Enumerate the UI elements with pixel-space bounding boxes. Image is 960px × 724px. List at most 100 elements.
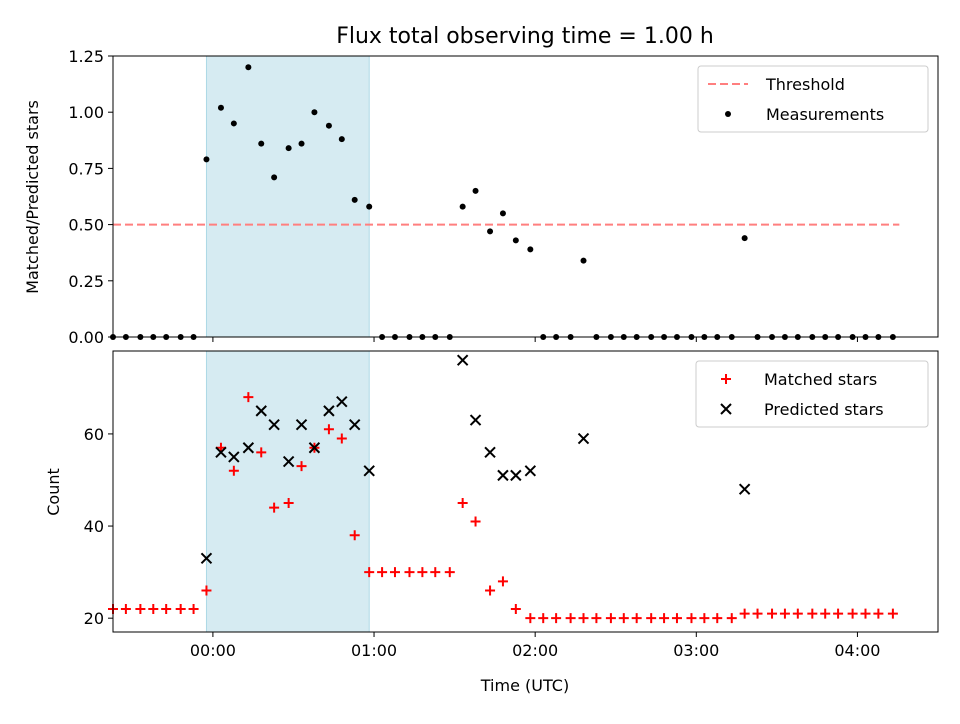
matched-star-point — [175, 603, 186, 614]
predicted-star-point — [738, 483, 751, 495]
matched-star-point — [726, 613, 737, 624]
x-axis-label: Time (UTC) — [480, 676, 569, 695]
matched-star-point — [538, 613, 549, 624]
legend-label: Threshold — [765, 75, 845, 94]
legend-label: Matched stars — [764, 370, 877, 389]
measurement-point — [245, 64, 252, 71]
top-y-axis-label: Matched/Predicted stars — [23, 100, 42, 294]
y-tick-label: 0.50 — [68, 216, 104, 235]
x-tick-label: 00:00 — [190, 641, 236, 660]
matched-star-point — [444, 567, 455, 578]
matched-star-point — [510, 603, 521, 614]
measurement-point — [311, 109, 318, 116]
predicted-star-point — [228, 451, 240, 463]
measurement-point — [298, 140, 305, 147]
matched-star-point — [269, 502, 280, 513]
bottom-panel: 20 40 60 00:00 01:00 02:00 03:00 04:00 Matched s… — [44, 350, 939, 695]
matched-star-point — [847, 608, 858, 619]
y-tick-label: 40 — [84, 517, 104, 536]
matched-star-point — [457, 498, 468, 509]
matched-star-point — [485, 585, 496, 596]
measurement-point — [741, 235, 748, 242]
matched-star-point — [430, 567, 441, 578]
matched-star-point — [779, 608, 790, 619]
predicted-star-point — [323, 405, 335, 417]
legend-label: Predicted stars — [764, 400, 884, 419]
matched-star-point — [591, 613, 602, 624]
y-tick-label: 0.75 — [68, 159, 104, 178]
matched-star-point — [228, 465, 239, 476]
predicted-star-point — [242, 442, 255, 454]
matched-star-point — [860, 608, 871, 619]
matched-star-point — [148, 603, 159, 614]
matched-star-point — [739, 608, 750, 619]
measurement-point — [512, 237, 519, 244]
matched-star-point — [605, 613, 616, 624]
predicted-star-point — [363, 465, 375, 477]
chart-title: Flux total observing time = 1.00 h — [336, 24, 714, 49]
predicted-star-point — [295, 418, 308, 431]
matched-star-point — [578, 613, 589, 624]
legend: Matched stars Predicted stars — [695, 360, 929, 428]
measurement-point — [217, 104, 224, 111]
predicted-star-point — [497, 469, 509, 482]
matched-star-point — [712, 613, 723, 624]
matched-star-point — [120, 603, 131, 614]
matched-star-point — [336, 433, 347, 444]
measurement-point — [338, 136, 345, 143]
legend-label: Measurements — [766, 105, 884, 124]
legend-swatch-predicted — [720, 403, 732, 415]
matched-star-point — [820, 608, 831, 619]
matched-star-point — [296, 461, 307, 472]
matched-star-point — [389, 567, 400, 578]
matched-star-point — [323, 424, 334, 435]
measurement-point — [580, 257, 587, 264]
top-panel: Flux total observing time = 1.00 h 0.00 0… — [23, 24, 939, 347]
predicted-star-point — [348, 418, 361, 431]
predicted-star-point — [268, 418, 280, 431]
matched-star-point — [807, 608, 818, 619]
matched-star-point — [525, 613, 536, 624]
matched-star-point — [417, 567, 428, 578]
predicted-star-point — [215, 446, 227, 459]
measurement-point — [258, 140, 265, 147]
matched-star-point — [243, 392, 254, 403]
measurement-point — [487, 228, 494, 235]
predicted-star-point — [456, 354, 469, 366]
matched-star-point — [470, 516, 481, 527]
matched-star-point — [377, 567, 388, 578]
predicted-star-point — [577, 432, 590, 445]
matched-star-point — [188, 603, 199, 614]
matched-star-point — [631, 613, 642, 624]
measurement-point — [285, 145, 292, 152]
matched-star-point — [256, 447, 267, 458]
matched-star-point — [161, 603, 172, 614]
matched-star-point — [792, 608, 803, 619]
measurement-point — [325, 122, 332, 129]
legend: Threshold Measurements — [697, 65, 929, 133]
measurement-point — [527, 246, 534, 253]
x-tick-label: 01:00 — [351, 641, 397, 660]
matched-star-point — [404, 567, 415, 578]
y-tick-label: 1.25 — [68, 47, 104, 66]
matched-star-point — [565, 613, 576, 624]
matched-star-point — [283, 498, 294, 509]
measurement-point — [366, 203, 373, 210]
matched-star-point — [767, 608, 778, 619]
predicted-star-point — [524, 465, 537, 477]
y-tick-label: 0.00 — [68, 328, 104, 347]
axes-frame — [112, 55, 939, 338]
matched-star-point — [752, 608, 763, 619]
measurement-point — [472, 187, 479, 194]
bottom-plot-area: 20 40 60 00:00 01:00 02:00 03:00 04:00 Matched s… — [84, 350, 939, 660]
x-tick-label: 02:00 — [512, 641, 558, 660]
matched-star-point — [135, 603, 146, 614]
matched-star-point — [686, 613, 697, 624]
matched-star-point — [201, 585, 212, 596]
predicted-star-point — [200, 552, 213, 565]
predicted-star-point — [510, 469, 522, 482]
predicted-star-point — [255, 405, 267, 417]
predicted-star-point — [469, 414, 482, 426]
matched-star-point — [497, 576, 508, 587]
